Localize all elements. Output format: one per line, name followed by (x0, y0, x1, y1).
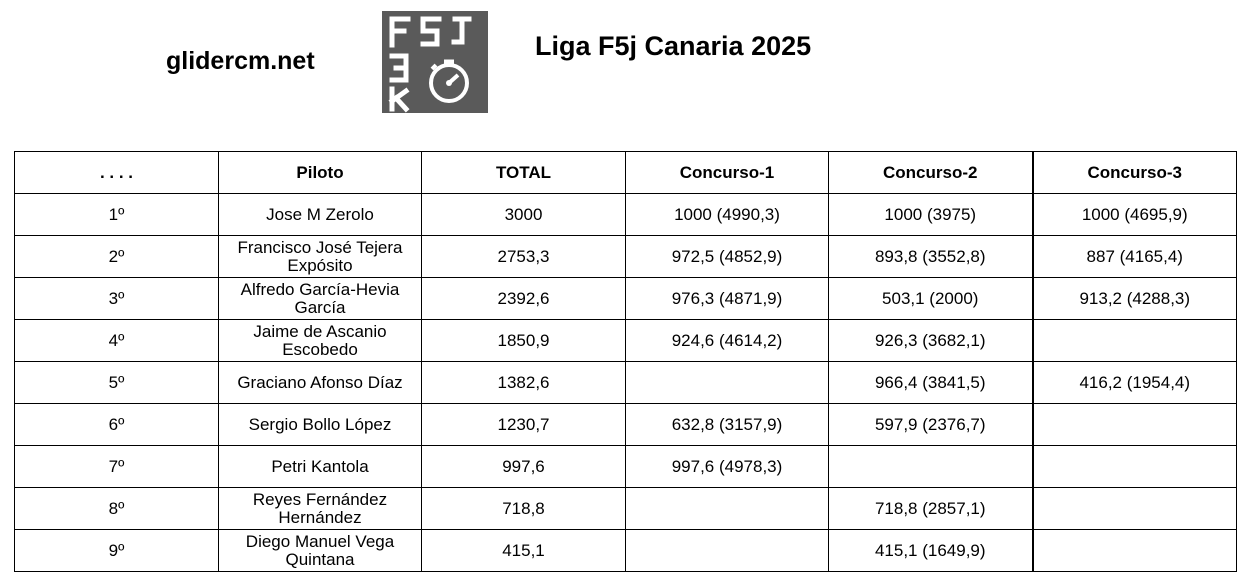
contest-2-cell: 415,1 (1649,9) (828, 529, 1033, 572)
table-row: 5º Graciano Afonso Díaz 1382,6 966,4 (3841,… (14, 361, 1237, 404)
page-title: Liga F5j Canaria 2025 (535, 31, 812, 61)
contest-3-cell: 887 (4165,4) (1031, 235, 1237, 278)
position-cell: 5º (14, 361, 219, 404)
contest-3-cell: 416,2 (1954,4) (1031, 361, 1237, 404)
total-cell: 2753,3 (421, 235, 626, 278)
contest-1-cell: 924,6 (4614,2) (625, 319, 829, 362)
table-header-row: . . . . Piloto TOTAL Concurso-1 Concurso… (14, 151, 1237, 194)
table-row: 7º Petri Kantola 997,6 997,6 (4978,3) (14, 445, 1237, 488)
contest-2-cell: 718,8 (2857,1) (828, 487, 1033, 530)
pilot-cell: Jaime de Ascanio Escobedo (218, 319, 422, 362)
total-cell: 3000 (421, 193, 626, 236)
contest-2-cell: 1000 (3975) (828, 193, 1033, 236)
total-cell: 1382,6 (421, 361, 626, 404)
contest-2-cell: 503,1 (2000) (828, 277, 1033, 320)
col-contest-2-header: Concurso-2 (828, 151, 1033, 194)
contest-1-cell (625, 361, 829, 404)
position-cell: 7º (14, 445, 219, 488)
pilot-cell: Sergio Bollo López (218, 403, 422, 446)
table-row: 4º Jaime de Ascanio Escobedo 1850,9 924,6 (… (14, 319, 1237, 362)
total-cell: 2392,6 (421, 277, 626, 320)
pilot-cell: Petri Kantola (218, 445, 422, 488)
contest-2-cell: 926,3 (3682,1) (828, 319, 1033, 362)
contest-1-cell (625, 529, 829, 572)
contest-1-cell: 997,6 (4978,3) (625, 445, 829, 488)
site-name: glidercm.net (166, 47, 315, 75)
contest-3-cell (1031, 403, 1237, 446)
col-total-header: TOTAL (421, 151, 626, 194)
position-cell: 1º (14, 193, 219, 236)
pilot-cell: Francisco José Tejera Expósito (218, 235, 422, 278)
position-cell: 9º (14, 529, 219, 572)
f5j-3k-logo (382, 11, 488, 113)
col-contest-1-header: Concurso-1 (625, 151, 829, 194)
total-cell: 1850,9 (421, 319, 626, 362)
total-cell: 415,1 (421, 529, 626, 572)
contest-3-cell (1031, 529, 1237, 572)
total-cell: 1230,7 (421, 403, 626, 446)
pilot-cell: Alfredo García-Hevia García (218, 277, 422, 320)
f5j-logo-graphic (382, 11, 488, 113)
pilot-cell: Diego Manuel Vega Quintana (218, 529, 422, 572)
contest-3-cell (1031, 445, 1237, 488)
contest-3-cell (1031, 319, 1237, 362)
col-pilot-header: Piloto (218, 151, 422, 194)
contest-2-cell: 597,9 (2376,7) (828, 403, 1033, 446)
ranking-table: . . . . Piloto TOTAL Concurso-1 Concurso… (14, 151, 1237, 572)
contest-2-cell: 966,4 (3841,5) (828, 361, 1033, 404)
table-row: 3º Alfredo García-Hevia García 2392,6 976,3… (14, 277, 1237, 320)
position-cell: 4º (14, 319, 219, 362)
contest-1-cell: 972,5 (4852,9) (625, 235, 829, 278)
contest-3-cell: 1000 (4695,9) (1031, 193, 1237, 236)
contest-2-cell (828, 445, 1033, 488)
contest-1-cell: 1000 (4990,3) (625, 193, 829, 236)
pilot-cell: Jose M Zerolo (218, 193, 422, 236)
contest-1-cell: 632,8 (3157,9) (625, 403, 829, 446)
table-row: 2º Francisco José Tejera Expósito 2753,3 97… (14, 235, 1237, 278)
table-row: 6º Sergio Bollo López 1230,7 632,8 (3157,9)… (14, 403, 1237, 446)
contest-3-cell (1031, 487, 1237, 530)
position-cell: 2º (14, 235, 219, 278)
position-cell: 8º (14, 487, 219, 530)
col-contest-3-header: Concurso-3 (1031, 151, 1237, 194)
position-cell: 6º (14, 403, 219, 446)
position-cell: 3º (14, 277, 219, 320)
col-position-header: . . . . (14, 151, 219, 194)
contest-3-cell: 913,2 (4288,3) (1031, 277, 1237, 320)
contest-1-cell: 976,3 (4871,9) (625, 277, 829, 320)
pilot-cell: Reyes Fernández Hernández (218, 487, 422, 530)
total-cell: 718,8 (421, 487, 626, 530)
table-row: 1º Jose M Zerolo 3000 1000 (4990,3) 1000 (39… (14, 193, 1237, 236)
total-cell: 997,6 (421, 445, 626, 488)
contest-1-cell (625, 487, 829, 530)
pilot-cell: Graciano Afonso Díaz (218, 361, 422, 404)
contest-2-cell: 893,8 (3552,8) (828, 235, 1033, 278)
table-row: 8º Reyes Fernández Hernández 718,8 718,8 (2… (14, 487, 1237, 530)
table-row: 9º Diego Manuel Vega Quintana 415,1 415,1 (… (14, 529, 1237, 572)
